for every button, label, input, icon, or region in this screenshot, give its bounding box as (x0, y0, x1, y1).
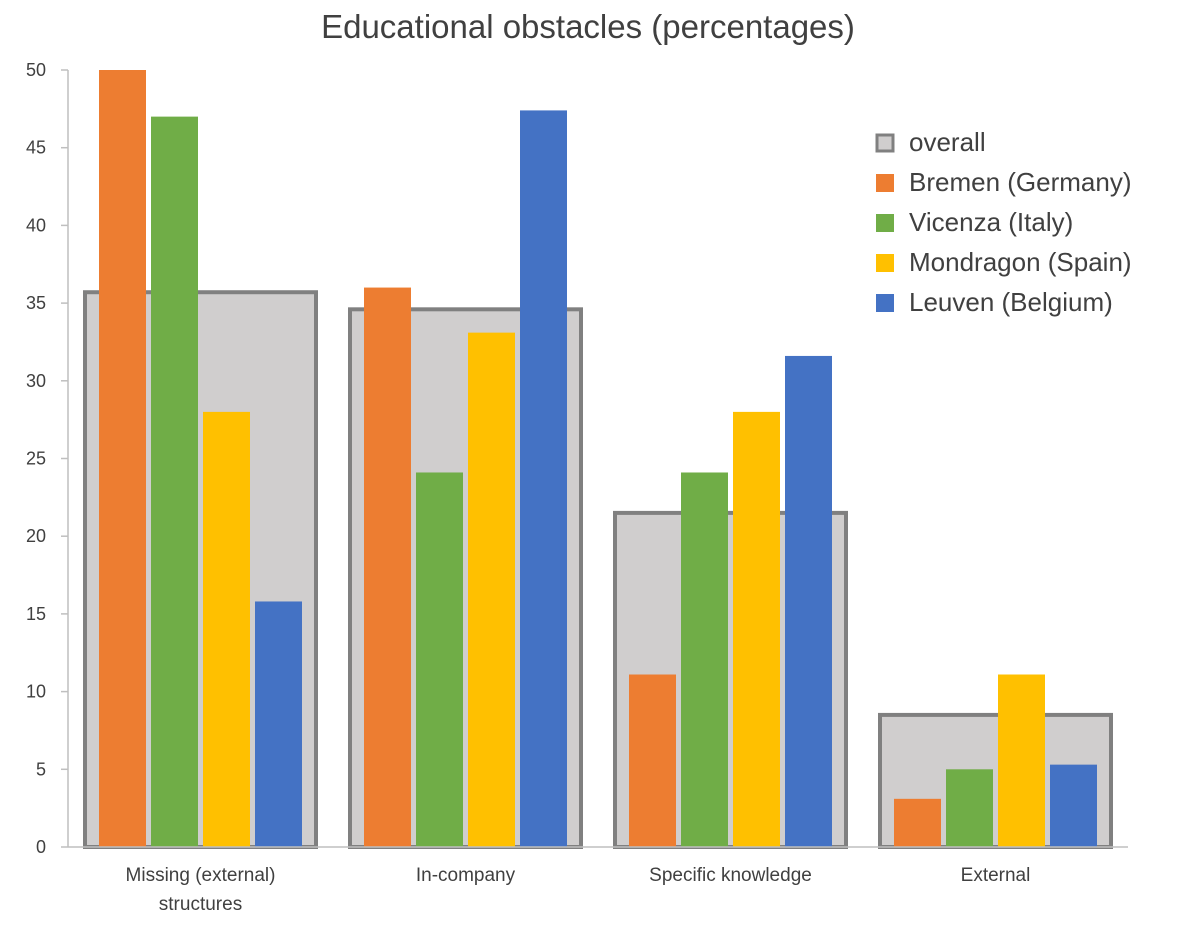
x-tick-label: Specific knowledge (649, 865, 812, 886)
bar-mondragon (733, 411, 780, 847)
legend-label: Bremen (Germany) (909, 167, 1132, 197)
bar-mondragon (203, 411, 250, 847)
legend-swatch (875, 133, 895, 153)
legend-swatch (876, 294, 894, 312)
y-tick-label: 15 (26, 604, 46, 624)
bar-leuven (520, 110, 567, 848)
x-tick-label: Missing (external) (126, 865, 276, 886)
bar-mondragon (998, 674, 1045, 847)
y-tick-label: 25 (26, 449, 46, 469)
bar-leuven (785, 355, 832, 847)
bar-bremen (629, 674, 676, 847)
legend-swatch (876, 214, 894, 232)
bar-bremen (894, 798, 941, 847)
x-tick-label: structures (159, 894, 242, 915)
legend-label: Leuven (Belgium) (909, 287, 1113, 317)
legend-swatch (876, 174, 894, 192)
y-tick-label: 40 (26, 215, 46, 235)
y-tick-label: 45 (26, 138, 46, 158)
x-axis: Missing (external) structures In-company Sp… (68, 846, 1128, 915)
bar-vicenza (151, 116, 198, 848)
legend-label: overall (909, 127, 986, 157)
plot-area (83, 70, 1113, 850)
bar-mondragon (468, 332, 515, 848)
x-tick-label: In-company (416, 865, 516, 886)
chart-title: Educational obstacles (percentages) (321, 8, 855, 45)
bar-leuven (255, 601, 302, 847)
y-tick-label: 50 (26, 60, 46, 80)
legend-label: Mondragon (Spain) (909, 247, 1132, 277)
y-tick-label: 30 (26, 371, 46, 391)
bar-bremen (364, 287, 411, 847)
bar-leuven (1050, 764, 1097, 847)
y-tick-label: 20 (26, 526, 46, 546)
bar-vicenza (681, 472, 728, 847)
bar-vicenza (946, 769, 993, 847)
y-tick-label: 0 (36, 837, 46, 857)
y-tick-label: 5 (36, 759, 46, 779)
legend-label: Vicenza (Italy) (909, 207, 1073, 237)
x-tick-label: External (961, 865, 1031, 886)
legend-swatch (876, 254, 894, 272)
bar-bremen (99, 70, 146, 847)
y-axis: 0 5 10 15 20 25 30 35 40 45 50 (26, 60, 69, 857)
legend: overall Bremen (Germany) Vicenza (Italy) Mo… (875, 127, 1132, 317)
y-tick-label: 10 (26, 682, 46, 702)
y-tick-label: 35 (26, 293, 46, 313)
bar-vicenza (416, 472, 463, 847)
